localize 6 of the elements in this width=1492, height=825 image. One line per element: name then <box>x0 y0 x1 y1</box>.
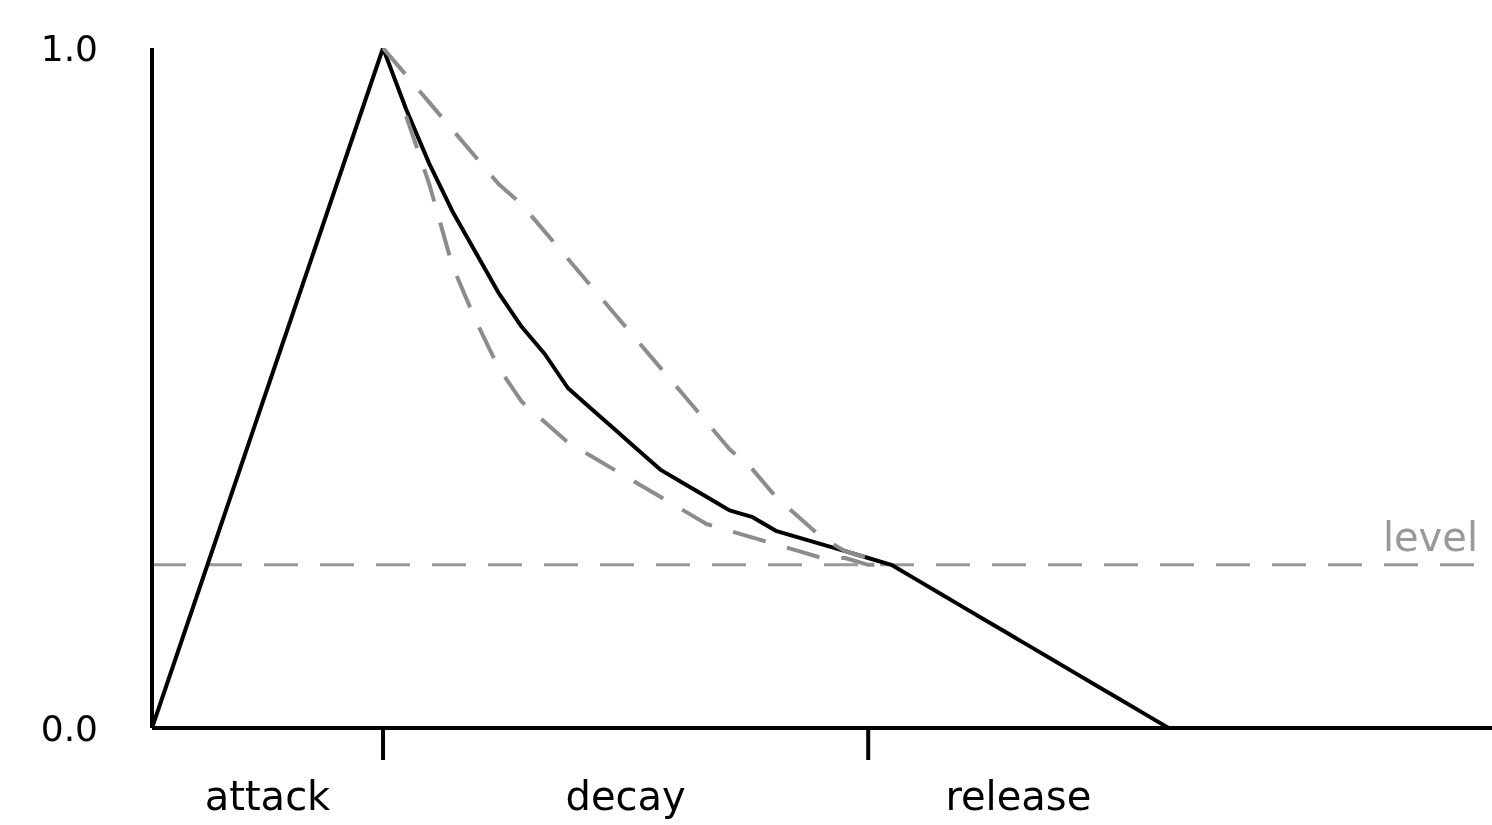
ref-line-label: level <box>1382 513 1478 560</box>
text: decay <box>564 773 687 819</box>
text: attack <box>203 773 332 819</box>
y-tick-label: 0.0 <box>40 707 98 749</box>
text: release <box>944 773 1093 819</box>
y-tick-label: 1.0 <box>40 27 98 69</box>
